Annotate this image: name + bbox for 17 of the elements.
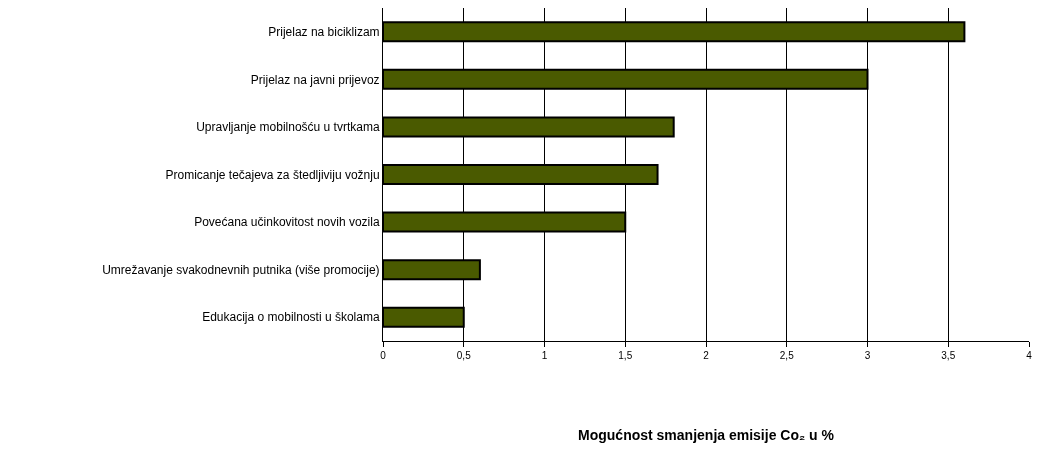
x-tick-label: 1,5 <box>618 350 633 361</box>
y-tick-label: Upravljanje mobilnošću u tvrtkama <box>196 120 380 135</box>
x-tick-label: 0 <box>380 350 387 361</box>
y-tick-label: Prijelaz na javni prijevoz <box>250 72 380 87</box>
x-tick-label: 4 <box>1026 350 1033 361</box>
x-tick-label: 2,5 <box>779 350 795 361</box>
y-tick-label: Povećana učinkovitost novih vozila <box>194 215 380 230</box>
x-tick-label: 3,5 <box>941 350 956 361</box>
x-tick-label: 0,5 <box>456 350 472 361</box>
y-tick-label: Prijelaz na biciklizam <box>268 24 380 39</box>
x-tick-label: 3 <box>864 350 871 361</box>
y-tick-label: Promicanje tečajeva za štedljiviju vožnju <box>165 167 380 182</box>
y-tick-label: Umrežavanje svakodnevnih putnika (više promocije) <box>102 262 380 277</box>
y-tick-label: Edukacija o mobilnosti u školama <box>202 310 380 325</box>
x-tick-label: 1 <box>541 350 548 361</box>
x-axis-title: Mogućnost smanjenja emisije Co₂ u % <box>578 427 835 444</box>
x-tick-label: 2 <box>703 350 710 361</box>
